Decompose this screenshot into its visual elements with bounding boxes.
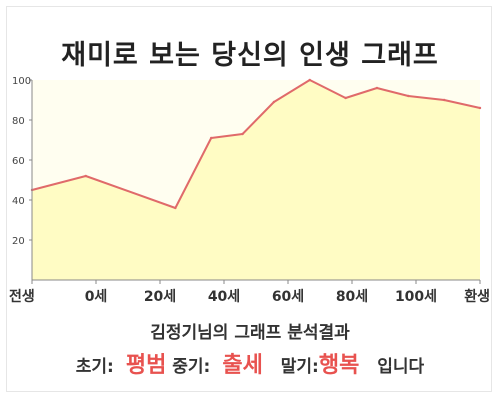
mid-label: 중기:	[172, 357, 211, 377]
data-point-9	[407, 94, 410, 98]
x-tick-label-1: 0세	[85, 289, 108, 305]
x-tick-label-4: 60세	[272, 289, 304, 305]
y-tick-label-60: 60	[12, 156, 25, 167]
late-label: 말기:	[280, 357, 319, 377]
data-point-3	[210, 136, 213, 140]
x-tick-label-6: 100세	[395, 289, 437, 305]
data-point-11	[478, 106, 482, 110]
x-tick-label-2: 20세	[144, 289, 176, 305]
analysis-heading: 김정기님의 그래프 분석결과	[150, 323, 350, 343]
data-point-5	[272, 100, 276, 104]
early-value: 평범	[125, 353, 167, 378]
data-point-10	[442, 98, 446, 102]
analysis-result: 초기: 평범 중기: 출세 말기:행복 입니다	[0, 347, 500, 379]
data-point-2	[174, 206, 177, 210]
mid-value: 출세	[222, 353, 263, 378]
y-tick-label-40: 40	[12, 196, 25, 207]
x-tick-label-5: 80세	[336, 289, 368, 305]
data-point-1	[84, 174, 87, 178]
y-tick-label-20: 20	[12, 236, 25, 247]
series-line	[31, 79, 481, 209]
y-tick-label-100: 100	[12, 76, 31, 87]
y-tick-label-80: 80	[12, 116, 25, 127]
x-tick-label-7: 환생	[464, 288, 490, 305]
area-fill	[32, 80, 480, 280]
x-tick-label-0: 전생	[9, 288, 35, 305]
data-point-4	[241, 132, 244, 136]
data-point-6	[308, 78, 311, 82]
data-point-8	[375, 86, 379, 90]
data-point-7	[344, 96, 347, 100]
x-tick-label-3: 40세	[208, 289, 240, 305]
early-label: 초기:	[75, 357, 114, 377]
late-value: 행복	[318, 353, 360, 378]
chart-title: 재미로 보는 당신의 인생 그래프	[61, 40, 439, 71]
result-suffix: 입니다	[377, 357, 425, 377]
